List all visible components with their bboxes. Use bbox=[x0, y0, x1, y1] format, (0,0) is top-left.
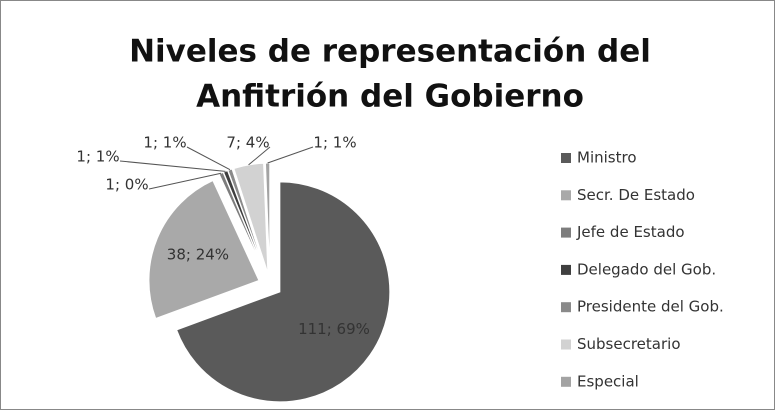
data-label: 1; 1% bbox=[143, 134, 186, 152]
legend-swatch bbox=[561, 376, 571, 387]
legend-swatch bbox=[561, 264, 571, 275]
legend-label: Secr. De Estado bbox=[577, 186, 695, 204]
chart-title: Anfitrión del Gobierno bbox=[196, 79, 584, 115]
legend-swatch bbox=[561, 190, 571, 201]
legend-label: Ministro bbox=[577, 149, 637, 167]
leader-line bbox=[148, 172, 222, 190]
data-label: 111; 69% bbox=[298, 320, 370, 338]
pie-slice bbox=[176, 181, 391, 403]
legend-swatch bbox=[561, 153, 571, 163]
data-label: 1; 1% bbox=[313, 134, 356, 152]
legend-label: Subsecretario bbox=[577, 335, 681, 353]
data-label: 7; 4% bbox=[226, 134, 269, 152]
data-label: 1; 1% bbox=[76, 148, 119, 166]
legend-swatch bbox=[561, 227, 571, 238]
pie-slice bbox=[233, 162, 269, 274]
leader-line bbox=[186, 146, 231, 171]
leader-line bbox=[267, 146, 314, 164]
data-label: 38; 24% bbox=[167, 246, 229, 264]
leader-line bbox=[248, 146, 271, 166]
pie-slice bbox=[264, 162, 271, 274]
chart-title: Niveles de representación del bbox=[129, 34, 651, 70]
data-label: 1; 0% bbox=[105, 176, 148, 194]
pie-slice bbox=[148, 179, 260, 320]
legend-swatch bbox=[561, 302, 571, 313]
legend-label: Jefe de Estado bbox=[576, 223, 685, 241]
pie-slice bbox=[227, 168, 267, 274]
legend-swatch bbox=[561, 339, 571, 350]
legend-label: Delegado del Gob. bbox=[577, 260, 716, 278]
leader-line bbox=[119, 160, 226, 172]
legend-label: Presidente del Gob. bbox=[577, 298, 724, 316]
legend-label: Especial bbox=[577, 372, 639, 390]
